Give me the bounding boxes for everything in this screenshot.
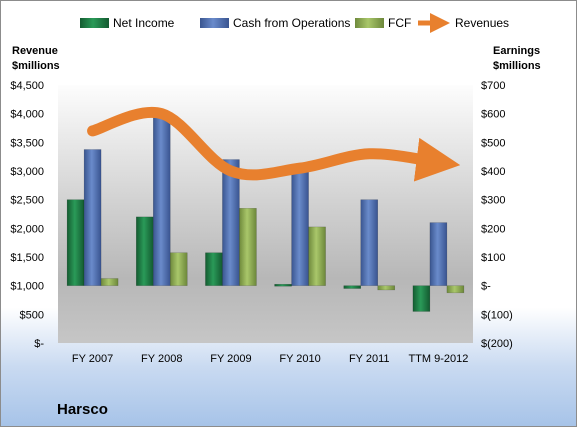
legend-swatch-net-income — [80, 18, 109, 28]
bar-net-income — [275, 284, 292, 286]
right-axis-tick-label: $500 — [481, 137, 505, 149]
right-axis-title-line2: $millions — [493, 60, 541, 72]
left-axis-tick-label: $500 — [20, 309, 44, 321]
bar-net-income — [205, 253, 222, 286]
right-axis-tick-label: $400 — [481, 166, 505, 178]
x-axis-label: FY 2010 — [279, 353, 320, 365]
right-axis-tick-label: $300 — [481, 195, 505, 207]
x-axis-label: FY 2008 — [141, 353, 182, 365]
bar-cash-from-operations — [153, 112, 170, 285]
left-axis-tick-label: $3,000 — [10, 166, 44, 178]
x-axis-label: FY 2009 — [210, 353, 251, 365]
bar-net-income — [67, 200, 84, 286]
right-axis-tick-label: $100 — [481, 252, 505, 264]
right-axis-tick-label: $700 — [481, 80, 505, 92]
bar-net-income — [136, 217, 153, 286]
bar-cash-from-operations — [292, 171, 309, 286]
bar-net-income — [344, 286, 361, 289]
bar-cash-from-operations — [361, 200, 378, 286]
legend-label-fcf: FCF — [388, 16, 411, 30]
left-axis-tick-label: $1,500 — [10, 252, 44, 264]
company-name: Harsco — [57, 401, 108, 418]
right-axis-tick-label: $- — [481, 281, 491, 293]
right-axis-tick-label: $(100) — [481, 309, 513, 321]
legend-label-cash-from-operations: Cash from Operations — [233, 16, 350, 30]
legend-label-net-income: Net Income — [113, 16, 175, 30]
bar-fcf — [170, 253, 187, 286]
legend-label-revenues: Revenues — [455, 16, 509, 30]
left-axis-title-line1: Revenue — [12, 45, 58, 57]
left-axis-tick-label: $4,000 — [10, 109, 44, 121]
bar-fcf — [239, 208, 256, 285]
left-axis-tick-label: $1,000 — [10, 281, 44, 293]
bar-cash-from-operations — [430, 223, 447, 286]
bar-fcf — [378, 286, 395, 290]
left-axis-tick-label: $4,500 — [10, 80, 44, 92]
bar-net-income — [413, 286, 430, 312]
left-axis-tick-label: $- — [34, 338, 44, 350]
x-axis-label: FY 2011 — [349, 353, 390, 365]
x-axis-label: TTM 9-2012 — [408, 353, 468, 365]
left-axis-tick-label: $2,000 — [10, 223, 44, 235]
right-axis-tick-label: $(200) — [481, 338, 513, 350]
left-axis-tick-label: $3,500 — [10, 137, 44, 149]
left-axis-title-line2: $millions — [12, 60, 60, 72]
left-axis-tick-label: $2,500 — [10, 195, 44, 207]
right-axis-title-line1: Earnings — [493, 45, 540, 57]
x-axis-label: FY 2007 — [72, 353, 113, 365]
right-axis-tick-label: $600 — [481, 109, 505, 121]
legend-swatch-fcf — [355, 18, 384, 28]
right-axis-tick-label: $200 — [481, 223, 505, 235]
bar-fcf — [447, 286, 464, 293]
bar-fcf — [101, 279, 118, 286]
bar-fcf — [309, 227, 326, 286]
legend-swatch-cash-from-operations — [200, 18, 229, 28]
bar-cash-from-operations — [84, 150, 101, 286]
